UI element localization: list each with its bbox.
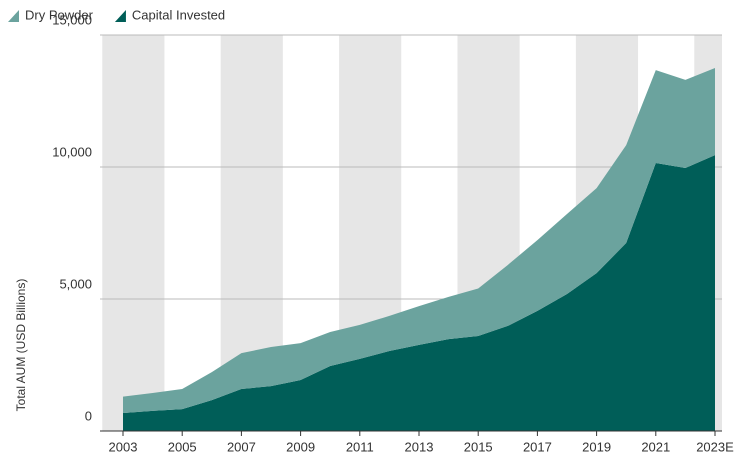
legend-swatch <box>8 10 19 22</box>
x-tick-label: 2017 <box>523 439 552 454</box>
y-axis-label: Total AUM (USD Billions) <box>14 279 28 412</box>
x-tick-label: 2005 <box>168 439 197 454</box>
y-tick-label: 10,000 <box>52 144 92 159</box>
x-tick-label: 2009 <box>286 439 315 454</box>
y-tick-label: 5,000 <box>59 276 92 291</box>
area <box>123 155 715 431</box>
x-tick-label: 2003 <box>109 439 138 454</box>
legend-swatch <box>114 10 126 22</box>
x-tick-label: 2019 <box>582 439 611 454</box>
x-tick-label: 2021 <box>641 439 670 454</box>
legend-label: Capital Invested <box>132 7 225 22</box>
area <box>123 68 715 414</box>
background-band <box>102 35 165 431</box>
x-tick-label: 2013 <box>405 439 434 454</box>
y-tick-label: 0 <box>85 408 92 423</box>
x-tick-label: 2023E <box>696 439 734 454</box>
legend-label: Dry Powder <box>25 7 94 22</box>
x-tick-label: 2007 <box>227 439 256 454</box>
x-tick-label: 2011 <box>346 439 374 454</box>
y-tick-label: 15,000 <box>52 12 92 27</box>
x-tick-label: 2015 <box>464 439 493 454</box>
